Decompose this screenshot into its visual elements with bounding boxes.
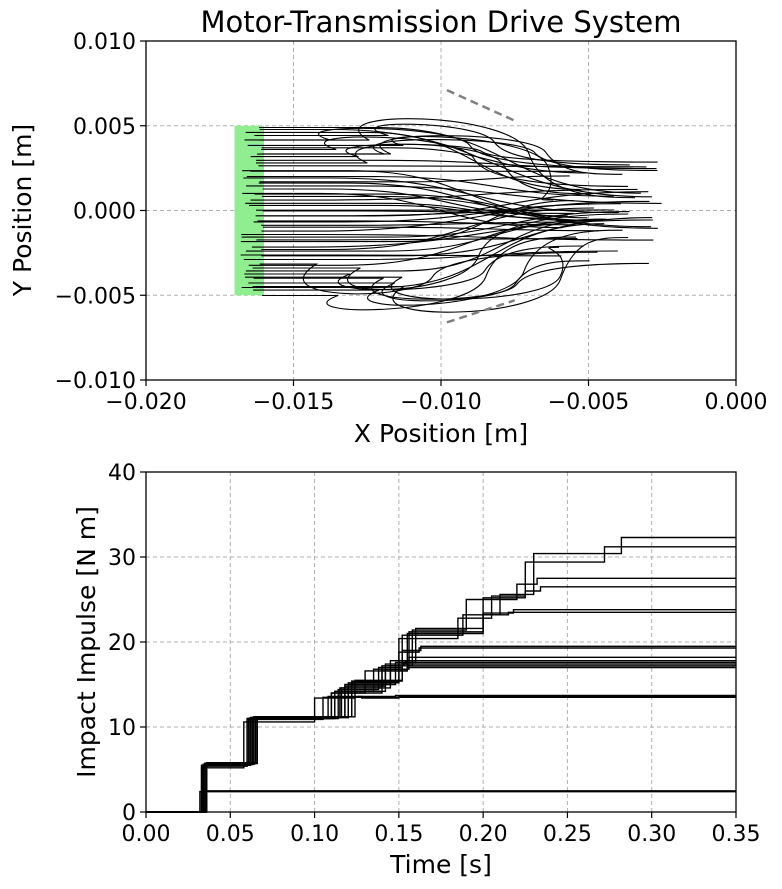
trajectory-line bbox=[241, 211, 630, 238]
impulse-step-line bbox=[146, 665, 736, 813]
trajectory-line bbox=[244, 127, 657, 170]
y-tick-label: 20 bbox=[108, 631, 136, 656]
impulse-step-line bbox=[146, 536, 736, 813]
top-xlabel: X Position [m] bbox=[354, 419, 528, 448]
y-tick-label: 0.000 bbox=[73, 200, 136, 225]
trajectory-plot: −0.020 −0.015 −0.010 −0.005 0.000 −0.010 −0.00… bbox=[8, 5, 767, 448]
trajectory-line bbox=[261, 147, 591, 174]
x-tick-label: 0.25 bbox=[543, 822, 592, 847]
trajectory-line bbox=[262, 210, 574, 214]
trajectory-line bbox=[253, 229, 623, 306]
trajectory-line bbox=[256, 143, 592, 195]
y-tick-label: 0.005 bbox=[73, 115, 136, 140]
trajectory-line bbox=[244, 245, 585, 291]
x-tick-label: −0.015 bbox=[253, 390, 334, 415]
x-tick-label: 0.35 bbox=[712, 822, 761, 847]
x-tick-label: 0.20 bbox=[459, 822, 508, 847]
trajectory-line bbox=[242, 192, 563, 229]
impulse-step-line bbox=[146, 790, 736, 813]
bottom-ylabel: Impact Impulse [N m] bbox=[72, 506, 101, 778]
trajectory-line bbox=[252, 236, 629, 313]
bottom-grid bbox=[145, 471, 737, 813]
impulse-step-lines bbox=[146, 536, 736, 813]
y-tick-label: 10 bbox=[108, 716, 136, 741]
y-tick-label: 40 bbox=[108, 461, 136, 486]
trajectory-line bbox=[262, 236, 577, 311]
trajectory-line bbox=[246, 185, 662, 204]
trajectory-line bbox=[241, 233, 654, 241]
trajectory-line bbox=[262, 135, 623, 175]
trajectory-line bbox=[262, 226, 599, 232]
trajectory-line bbox=[247, 136, 554, 201]
trajectory-line bbox=[251, 219, 653, 248]
impulse-step-line bbox=[146, 663, 736, 813]
trajectory-line bbox=[263, 191, 649, 217]
trajectory-line bbox=[257, 138, 658, 172]
trajectory-line bbox=[246, 176, 614, 197]
bottom-xlabel: Time [s] bbox=[389, 850, 492, 879]
top-ticks: −0.020 −0.015 −0.010 −0.005 0.000 −0.010 −0.00… bbox=[55, 30, 768, 415]
impulse-plot: 0.00 0.05 0.10 0.15 0.20 0.25 0.30 0.35 0 10 20 30 4… bbox=[72, 461, 760, 879]
boundary-line bbox=[446, 89, 516, 122]
x-tick-label: −0.005 bbox=[548, 390, 629, 415]
impulse-step-line bbox=[146, 790, 736, 813]
x-tick-label: 0.15 bbox=[374, 822, 423, 847]
impulse-step-line bbox=[146, 661, 736, 813]
y-tick-label: −0.005 bbox=[55, 284, 136, 309]
trajectory-line bbox=[258, 182, 599, 222]
trajectory-line bbox=[261, 200, 650, 232]
impulse-step-line bbox=[146, 694, 736, 813]
trajectory-line bbox=[252, 213, 629, 290]
x-tick-label: −0.020 bbox=[105, 390, 186, 415]
top-ylabel: Y Position [m] bbox=[8, 124, 37, 297]
trajectory-line bbox=[257, 220, 575, 226]
impulse-step-line bbox=[146, 645, 736, 813]
trajectory-line bbox=[261, 195, 658, 229]
trajectory-line bbox=[259, 128, 652, 198]
top-title: Motor-Transmission Drive System bbox=[201, 5, 682, 39]
x-tick-label: 0.05 bbox=[206, 822, 255, 847]
trajectory-line bbox=[240, 254, 562, 257]
impulse-step-line bbox=[146, 660, 736, 813]
impulse-step-line bbox=[146, 790, 736, 813]
impulse-step-line bbox=[146, 695, 736, 813]
bottom-ticks: 0.00 0.05 0.10 0.15 0.20 0.25 0.30 0.35 0 10 20 30 4… bbox=[108, 461, 760, 847]
x-tick-label: 0.00 bbox=[122, 822, 171, 847]
x-tick-label: 0.10 bbox=[290, 822, 339, 847]
boundary-lines bbox=[446, 89, 516, 324]
impulse-step-line bbox=[146, 695, 736, 813]
trajectory-line bbox=[261, 221, 579, 226]
y-tick-label: 0.010 bbox=[73, 30, 136, 55]
y-tick-label: −0.010 bbox=[55, 369, 136, 394]
x-tick-label: 0.000 bbox=[705, 390, 768, 415]
trajectory-line bbox=[259, 251, 598, 295]
impulse-step-line bbox=[146, 586, 736, 813]
impulse-step-line bbox=[146, 656, 736, 813]
trajectory-line bbox=[258, 165, 647, 168]
boundary-line bbox=[446, 299, 516, 324]
trajectory-line bbox=[245, 202, 585, 222]
impulse-step-line bbox=[146, 647, 736, 813]
trajectory-line bbox=[259, 126, 641, 194]
x-tick-label: −0.010 bbox=[400, 390, 481, 415]
y-tick-label: 30 bbox=[108, 546, 136, 571]
trajectory-line bbox=[253, 262, 649, 300]
impulse-step-line bbox=[146, 609, 736, 813]
y-tick-label: 0 bbox=[122, 801, 136, 826]
impulse-step-line bbox=[146, 546, 736, 813]
trajectory-lines bbox=[240, 118, 662, 313]
x-tick-label: 0.30 bbox=[627, 822, 676, 847]
trajectory-line bbox=[259, 118, 636, 199]
